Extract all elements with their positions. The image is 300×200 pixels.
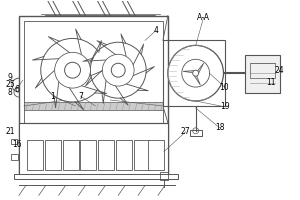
Text: 19: 19: [221, 102, 230, 111]
Text: 9: 9: [8, 73, 12, 82]
Text: 21: 21: [5, 127, 15, 136]
Text: 10: 10: [220, 83, 229, 92]
Circle shape: [111, 63, 125, 77]
Polygon shape: [183, 71, 196, 73]
Text: 1: 1: [50, 92, 55, 101]
Bar: [190, 130, 202, 136]
Text: 27: 27: [181, 127, 190, 136]
Bar: [80, 140, 96, 170]
Bar: [116, 140, 132, 170]
Bar: [45, 140, 61, 170]
Polygon shape: [194, 73, 200, 85]
Text: 6: 6: [14, 85, 20, 94]
Bar: [148, 140, 164, 170]
Circle shape: [193, 70, 199, 76]
Text: A-A: A-A: [197, 13, 210, 22]
Text: 16: 16: [12, 140, 22, 149]
Bar: [160, 172, 168, 180]
Bar: [63, 140, 79, 170]
Circle shape: [64, 62, 80, 78]
Bar: [98, 140, 114, 170]
Bar: [163, 40, 226, 106]
Bar: [11, 139, 17, 144]
Circle shape: [90, 42, 146, 98]
Text: 4: 4: [154, 26, 158, 35]
Text: 7: 7: [78, 92, 83, 101]
Bar: [24, 102, 163, 110]
Bar: [250, 63, 275, 78]
Bar: [19, 16, 168, 177]
Bar: [27, 140, 43, 170]
Text: 25: 25: [5, 80, 15, 89]
Bar: [245, 55, 280, 93]
Bar: [19, 123, 168, 177]
Bar: [11, 154, 18, 160]
Circle shape: [55, 52, 90, 88]
Polygon shape: [196, 63, 204, 73]
Bar: [24, 21, 163, 148]
Bar: [14, 174, 178, 179]
Text: 24: 24: [274, 66, 284, 75]
Text: 8: 8: [8, 88, 12, 97]
Circle shape: [168, 45, 224, 101]
Text: 11: 11: [266, 78, 276, 87]
Circle shape: [41, 38, 104, 102]
Bar: [134, 140, 150, 170]
Circle shape: [102, 54, 134, 86]
Text: 18: 18: [215, 123, 224, 132]
